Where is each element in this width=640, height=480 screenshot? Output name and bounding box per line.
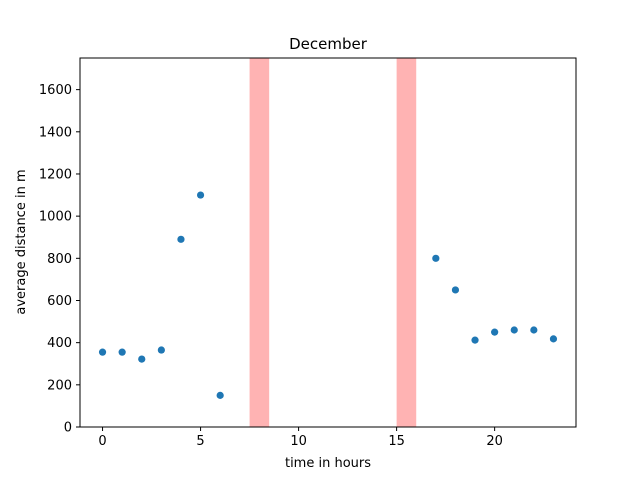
- x-tick-label: 15: [388, 434, 405, 449]
- x-tick-label: 5: [196, 434, 204, 449]
- y-tick-label: 800: [47, 252, 72, 267]
- plot-frame: [79, 57, 577, 428]
- data-point: [118, 348, 126, 356]
- x-tick-label: 20: [486, 434, 503, 449]
- x-axis-label: time in hours: [285, 456, 371, 471]
- chart-title: December: [289, 35, 368, 53]
- data-point: [491, 328, 499, 336]
- shaded-span-2: [396, 58, 417, 427]
- y-tick-label: 400: [47, 336, 72, 351]
- y-axis-label: average distance in m: [14, 169, 29, 314]
- data-point: [432, 254, 440, 262]
- y-tick-label: 0: [64, 421, 72, 436]
- data-point: [510, 326, 518, 334]
- data-point: [157, 346, 165, 354]
- y-tick-label: 1600: [39, 83, 72, 98]
- shaded-spans: [249, 58, 417, 427]
- data-point: [471, 336, 479, 344]
- data-point: [530, 326, 538, 334]
- data-point: [98, 348, 107, 356]
- data-point: [138, 355, 146, 363]
- y-tick-label: 1000: [39, 210, 72, 225]
- y-tick-label: 1200: [39, 167, 72, 182]
- y-tick-label: 600: [47, 294, 72, 309]
- data-points: [98, 191, 558, 399]
- data-point: [216, 391, 224, 399]
- x-tick-label: 10: [290, 434, 307, 449]
- shaded-span-1: [249, 58, 270, 427]
- x-tick-label: 0: [98, 434, 106, 449]
- data-point: [177, 235, 185, 243]
- data-point: [549, 335, 558, 343]
- y-tick-label: 1400: [39, 125, 72, 140]
- data-point: [196, 191, 205, 199]
- y-tick-label: 200: [47, 378, 72, 393]
- data-point: [451, 286, 460, 294]
